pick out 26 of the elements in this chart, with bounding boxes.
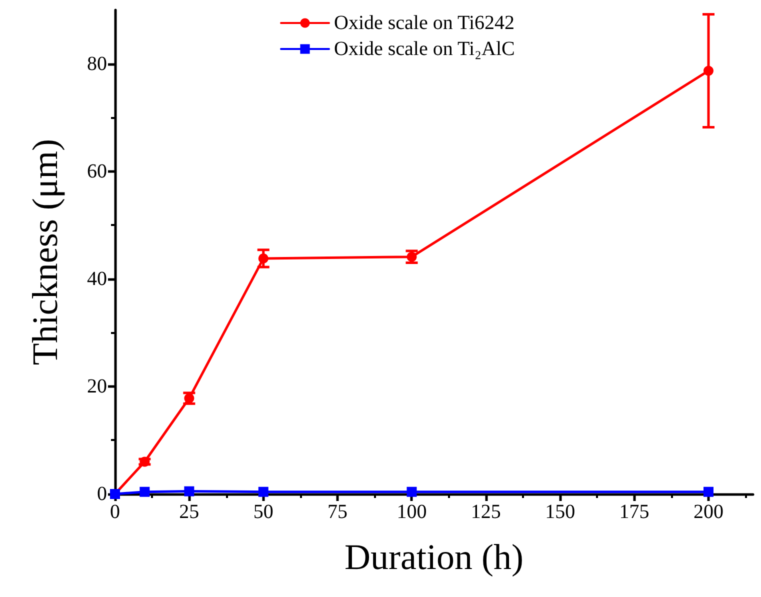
y-tick-label: 80 (87, 52, 107, 75)
point (258, 253, 268, 264)
y-tick-label: 60 (87, 160, 107, 182)
legend-label: Oxide scale on Ti6242 (334, 12, 515, 34)
point (258, 486, 268, 497)
point (184, 393, 194, 404)
x-tick-label: 200 (693, 501, 724, 523)
point (703, 486, 714, 497)
point (184, 486, 194, 496)
y-tick-label: 40 (87, 268, 107, 290)
y-axis-title: Thickness (μm) (25, 138, 65, 366)
point (406, 486, 417, 497)
point (140, 486, 150, 497)
legend-label: Oxide scale on Ti₂AlC (334, 38, 515, 60)
x-tick-label: 25 (179, 501, 200, 523)
x-tick-label: 75 (328, 501, 348, 523)
x-tick-label: 150 (545, 501, 576, 523)
point (704, 66, 714, 76)
x-tick-label: 175 (619, 501, 650, 523)
y-tick-label: 20 (87, 375, 107, 398)
x-tick-label: 100 (396, 501, 427, 523)
x-tick-label: 125 (470, 501, 501, 523)
point (140, 456, 150, 467)
y-tick-label: 0 (97, 483, 107, 505)
x-tick-label: 50 (253, 501, 274, 523)
x-axis-title: Duration (h) (344, 537, 524, 577)
